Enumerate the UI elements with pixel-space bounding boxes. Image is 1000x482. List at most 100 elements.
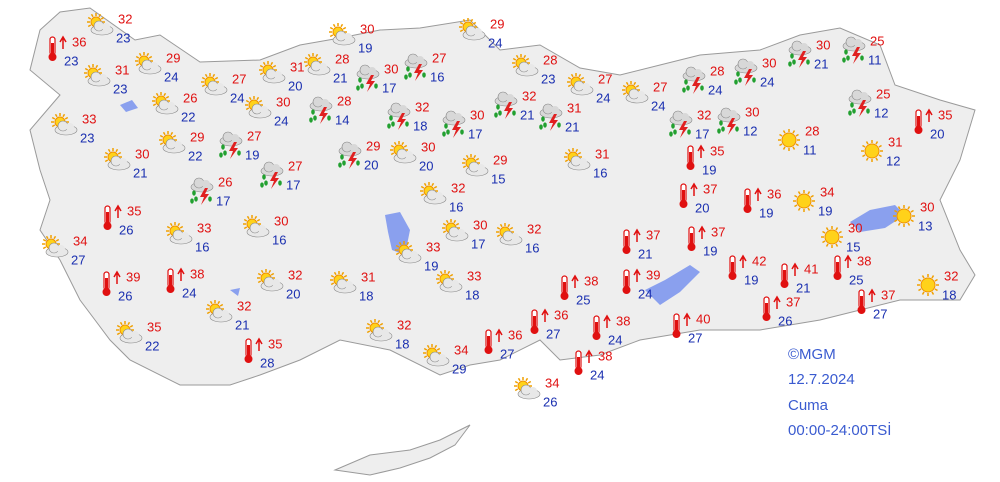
max-temp: 32 [288, 267, 302, 282]
min-temp: 23 [80, 130, 94, 145]
min-temp: 12 [874, 105, 888, 120]
min-temp: 19 [245, 147, 259, 162]
sun-ray [514, 388, 519, 392]
thermometer-bulb [484, 346, 493, 354]
cloud [474, 28, 482, 36]
min-temp: 19 [424, 258, 438, 273]
cloud [551, 106, 559, 114]
sun [796, 193, 812, 209]
sun-ray [442, 230, 447, 234]
sun-ray [366, 330, 371, 334]
up-arrow [773, 295, 781, 309]
min-temp: 20 [288, 78, 302, 93]
min-temp: 23 [113, 81, 127, 96]
sun-ray [426, 344, 430, 349]
rain-drop [340, 154, 344, 160]
sun-ray [104, 151, 109, 155]
sun-ray [201, 76, 206, 80]
rain-drop [721, 126, 725, 132]
max-temp: 35 [938, 107, 952, 122]
sun-ray [84, 75, 89, 79]
lightning [727, 118, 736, 135]
max-temp: 35 [268, 336, 282, 351]
sun-ray [907, 206, 911, 210]
sun-ray [369, 319, 373, 324]
sun-ray [475, 157, 480, 161]
rain-drop [208, 196, 212, 202]
sun-ray [838, 240, 842, 244]
rain-drop [846, 55, 850, 61]
cloud [681, 113, 689, 121]
min-temp: 24 [608, 332, 622, 347]
thermometer-bulb [914, 126, 923, 134]
sun-ray [835, 227, 839, 231]
sun-ray [921, 275, 925, 279]
cloud [506, 94, 514, 102]
sun-ray [51, 124, 56, 128]
max-temp: 30 [762, 55, 776, 70]
sun-ray [527, 380, 532, 384]
lake [120, 100, 138, 112]
lightning [366, 75, 375, 92]
sun-ray [172, 134, 177, 138]
country-shape [29, 7, 976, 386]
up-arrow [633, 228, 641, 242]
max-temp: 31 [115, 62, 129, 77]
cloud [57, 245, 65, 253]
thermometer-bulb [857, 306, 866, 314]
min-temp: 23 [116, 30, 130, 45]
rain-drop [422, 72, 426, 78]
thermometer-level [105, 278, 108, 290]
max-temp: 28 [337, 93, 351, 108]
rain-drop [541, 116, 545, 122]
cloud [274, 71, 282, 79]
rain-drop [669, 131, 673, 137]
max-temp: 31 [595, 146, 609, 161]
rain-drop [673, 129, 677, 135]
min-temp: 24 [638, 286, 652, 301]
min-temp: 27 [546, 326, 560, 341]
cloud [399, 105, 407, 113]
min-temp: 21 [796, 280, 810, 295]
sun-ray [431, 182, 435, 187]
cloud [579, 158, 587, 166]
sun [864, 143, 880, 159]
max-temp: 34 [73, 233, 87, 248]
sun-ray [436, 347, 441, 351]
rain-drop [446, 129, 450, 135]
max-temp: 34 [545, 375, 559, 390]
sun-ray [897, 222, 901, 226]
cloud [321, 99, 329, 107]
sun-ray [162, 131, 166, 136]
sun-ray [918, 288, 922, 292]
max-temp: 31 [290, 59, 304, 74]
sun-ray [51, 116, 56, 120]
cloud [231, 134, 239, 142]
island-shape [333, 424, 471, 476]
rain-drop [190, 198, 194, 204]
sun-ray [782, 130, 786, 134]
thermometer-level [860, 296, 863, 308]
min-temp: 18 [413, 118, 427, 133]
thermometer-level [917, 116, 920, 128]
sun-ray [825, 227, 829, 231]
sun-ray [807, 191, 811, 195]
thermometer-bulb [592, 332, 601, 340]
max-temp: 27 [653, 79, 667, 94]
sun-ray [782, 146, 786, 150]
rain-drop [852, 108, 856, 114]
sun-ray [333, 271, 337, 276]
